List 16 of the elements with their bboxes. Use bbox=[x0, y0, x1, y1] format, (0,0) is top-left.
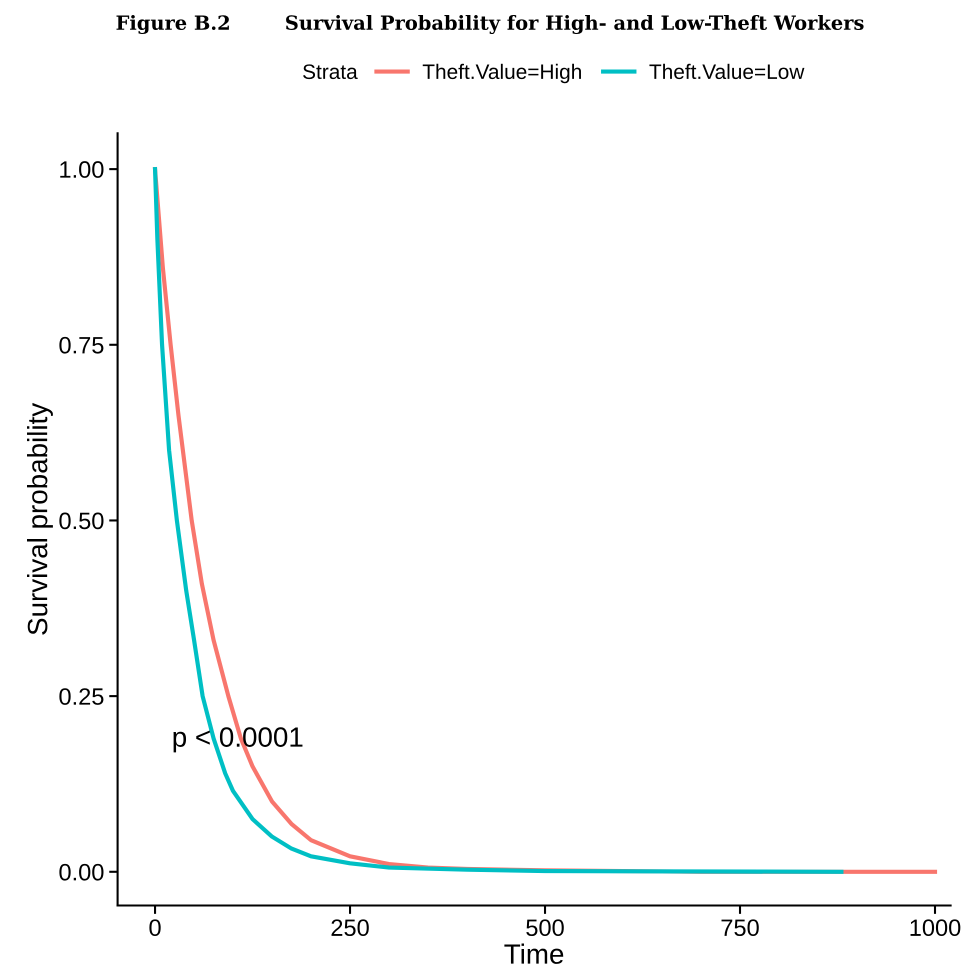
y-axis-title: Survival probability bbox=[27, 402, 53, 635]
y-tick-label: 0.75 bbox=[59, 336, 104, 354]
legend-label: Theft.Value=High bbox=[422, 64, 581, 84]
x-tick-label: 1000 bbox=[910, 919, 960, 936]
y-tick-label: 0.25 bbox=[59, 688, 104, 705]
y-tick-label: 0.00 bbox=[59, 864, 104, 881]
x-axis-title: Time bbox=[504, 944, 564, 964]
y-tick-label: 1.00 bbox=[60, 161, 104, 178]
x-tick-label: 500 bbox=[526, 919, 564, 936]
x-tick-label: 250 bbox=[332, 919, 369, 936]
legend-title: Strata bbox=[303, 64, 358, 80]
x-tick-label: 750 bbox=[722, 919, 759, 936]
y-tick-label: 0.50 bbox=[59, 512, 104, 530]
legend-label: Theft.Value=Low bbox=[649, 64, 804, 80]
chart-title: Figure B.2 Survival Probability for High- and Low-Theft Workers bbox=[116, 14, 864, 34]
x-tick-label: 0 bbox=[149, 919, 161, 936]
